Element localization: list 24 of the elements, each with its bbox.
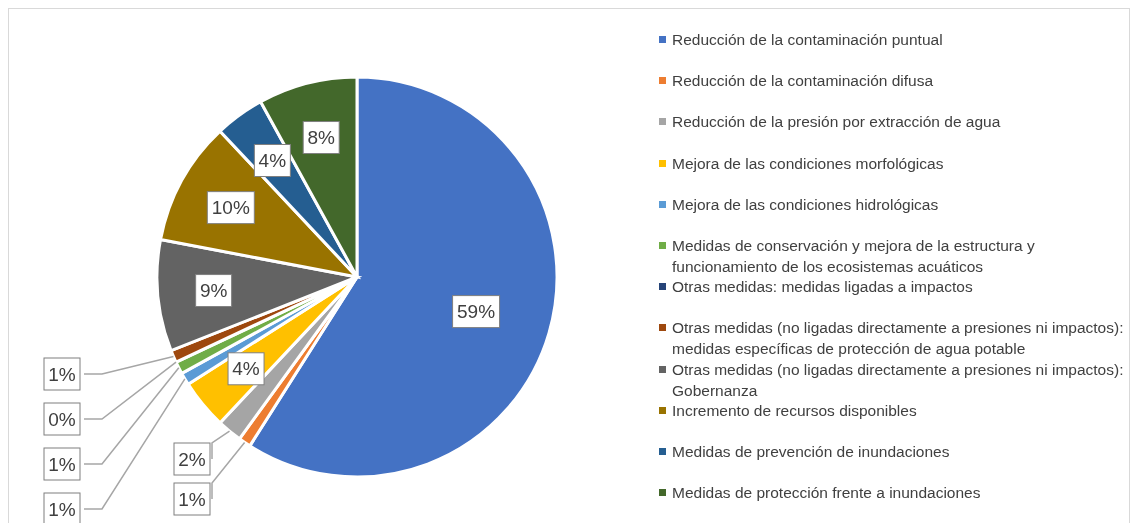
legend-label: Mejora de las condiciones morfológicas xyxy=(672,153,944,174)
data-label: 1% xyxy=(48,453,76,475)
legend-label: Otras medidas (no ligadas directamente a presiones ni impactos): medidas específicas de protección de agua potable xyxy=(672,318,1125,360)
text: 0% xyxy=(48,408,76,430)
legend-label: Medidas de conservación y mejora de la estructura y funcionamiento de los ecosistemas acuáticos xyxy=(672,235,1036,277)
legend-label: Otras medidas: medidas ligadas a impactos xyxy=(672,277,973,298)
data-label: 59% xyxy=(457,301,496,323)
data-label: 2% xyxy=(178,448,206,470)
data-label: 10% xyxy=(211,197,250,219)
legend-label: Reducción de la presión por extracción de agua xyxy=(672,112,1001,133)
data-label: 1% xyxy=(48,498,76,520)
legend-label: Incremento de recursos disponibles xyxy=(672,400,917,421)
legend-label: Mejora de las condiciones hidrológicas xyxy=(672,194,939,215)
data-label: 8% xyxy=(307,127,336,149)
legend-label: Otras medidas (no ligadas directamente a presiones ni impactos): Gobernanza xyxy=(672,359,1125,401)
data-label: 4% xyxy=(232,358,260,380)
data-label: 4% xyxy=(258,150,287,171)
data-label: 1% xyxy=(48,363,76,385)
legend-label: Medidas de protección frente a inundaciones xyxy=(672,483,981,504)
legend-label: Reducción de la contaminación difusa xyxy=(672,71,934,92)
data-label: 1% xyxy=(178,488,206,510)
data-label: 9% xyxy=(199,280,228,302)
legend-label: Reducción de la contaminación puntual xyxy=(672,30,943,50)
legend-label: Medidas de prevención de inundaciones xyxy=(672,441,950,462)
